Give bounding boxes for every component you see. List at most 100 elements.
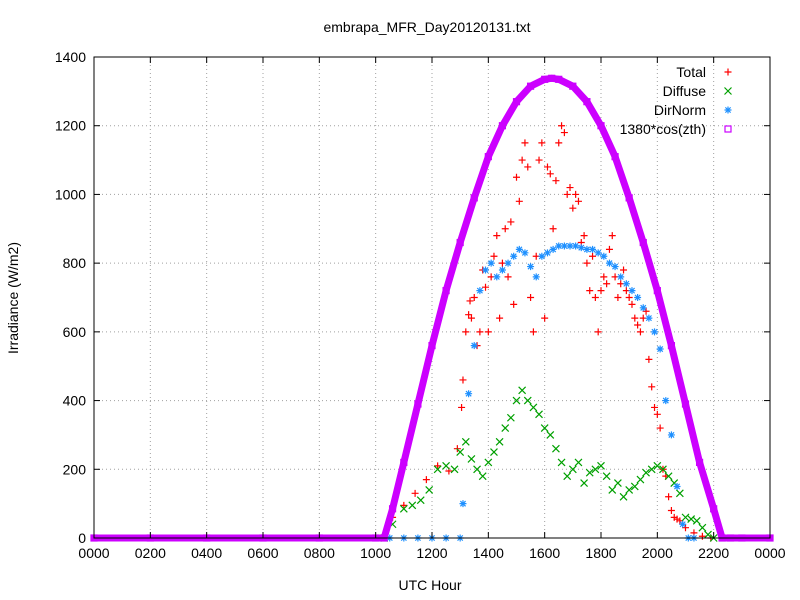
data-point-shape — [408, 501, 417, 510]
data-point-shape — [600, 273, 608, 281]
data-point — [540, 424, 549, 432]
data-point — [625, 485, 634, 494]
data-point — [538, 252, 546, 260]
data-point-shape — [704, 530, 712, 539]
data-point — [501, 225, 509, 233]
data-point-shape — [589, 252, 597, 260]
data-point-shape — [510, 300, 518, 308]
data-point-shape — [433, 465, 442, 474]
data-point-shape — [653, 461, 662, 470]
data-point-shape — [538, 139, 546, 147]
x-tick-label: 1000 — [360, 545, 391, 561]
data-point — [653, 461, 662, 470]
data-point — [648, 383, 656, 391]
data-point-shape — [482, 283, 490, 291]
data-point — [461, 437, 470, 446]
data-point-shape — [625, 485, 634, 494]
data-point — [583, 98, 591, 106]
data-point — [388, 505, 397, 513]
data-point-shape — [591, 294, 599, 301]
data-point-shape — [498, 266, 506, 274]
data-point-shape — [524, 163, 532, 171]
data-point — [597, 122, 605, 130]
data-point-shape — [467, 314, 475, 322]
data-point — [628, 287, 636, 295]
data-point — [476, 328, 484, 336]
data-point-shape — [521, 249, 529, 257]
data-point — [408, 501, 417, 510]
data-point — [566, 184, 574, 192]
data-point — [611, 263, 619, 271]
data-point — [589, 245, 597, 253]
data-point-shape — [493, 232, 501, 240]
legend-marker-shape — [724, 68, 732, 76]
data-point — [594, 249, 602, 257]
data-point-shape — [428, 342, 436, 350]
data-point-shape — [568, 465, 577, 474]
data-point-shape — [411, 489, 419, 497]
data-point-shape — [625, 194, 633, 202]
data-point-shape — [572, 242, 580, 250]
data-point — [673, 482, 681, 490]
data-point — [698, 523, 707, 532]
data-point — [546, 170, 554, 178]
data-point — [580, 232, 588, 240]
data-point — [563, 472, 572, 481]
data-point — [597, 461, 605, 470]
data-point — [608, 485, 617, 494]
data-point — [679, 520, 687, 528]
x-tick-label: 0000 — [754, 545, 785, 561]
data-point — [630, 482, 639, 491]
data-point-shape — [580, 479, 589, 487]
data-point — [521, 249, 529, 257]
data-point — [433, 465, 442, 474]
chart-title: embrapa_MFR_Day20120131.txt — [323, 19, 530, 35]
data-point-shape — [665, 493, 673, 501]
data-point — [506, 413, 515, 422]
x-tick-label: 1600 — [529, 545, 560, 561]
data-point — [493, 273, 501, 281]
data-point-shape — [555, 139, 563, 147]
data-point-shape — [591, 465, 600, 474]
y-tick-label: 800 — [63, 255, 87, 271]
data-point-shape — [506, 413, 515, 422]
data-point — [597, 287, 605, 295]
x-tick-label: 2000 — [642, 545, 673, 561]
data-point — [667, 507, 675, 515]
data-point-shape — [529, 403, 538, 412]
data-point — [476, 287, 484, 295]
data-point-shape — [490, 252, 498, 260]
data-point — [572, 190, 580, 198]
data-point — [490, 448, 498, 457]
data-point-shape — [667, 342, 676, 350]
data-point — [560, 129, 568, 137]
data-point — [416, 496, 425, 505]
data-point — [459, 376, 467, 384]
data-point-shape — [482, 266, 490, 274]
data-point-shape — [662, 397, 670, 405]
data-point — [572, 242, 580, 250]
data-point-shape — [526, 82, 535, 90]
data-point — [473, 465, 481, 474]
data-point-shape — [563, 472, 572, 481]
data-point — [466, 297, 474, 305]
data-point-shape — [462, 328, 470, 336]
data-point-shape — [645, 355, 653, 363]
data-point-shape — [549, 245, 557, 253]
data-point-shape — [577, 244, 585, 252]
data-point — [591, 294, 599, 301]
data-point — [507, 218, 515, 226]
data-point-shape — [645, 314, 653, 322]
data-point — [591, 465, 600, 474]
data-point — [625, 194, 633, 202]
data-point-shape — [585, 468, 594, 477]
x-axis-title: UTC Hour — [398, 577, 461, 593]
data-point-shape — [459, 500, 467, 508]
data-point-shape — [496, 314, 504, 322]
data-point — [482, 283, 490, 291]
data-point-shape — [466, 297, 474, 305]
data-point — [651, 403, 659, 411]
data-point — [634, 294, 642, 301]
data-point — [543, 249, 551, 257]
data-point — [428, 342, 436, 350]
